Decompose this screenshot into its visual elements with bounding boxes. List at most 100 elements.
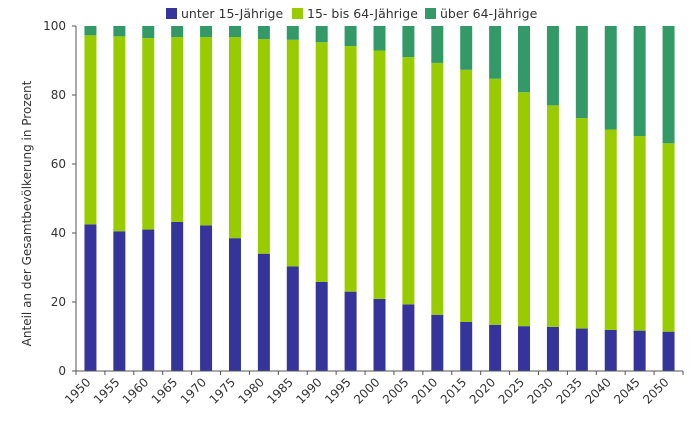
bar-segment-2040-series-3 (604, 26, 617, 130)
bar-segment-1960-series-2 (142, 38, 155, 230)
bar-segment-2035-series-3 (575, 26, 588, 119)
x-tick-label-2025: 2025 (496, 375, 527, 406)
bar-segment-2050-series-3 (662, 26, 675, 144)
bar-segment-1990-series-1 (315, 281, 328, 371)
bar-segment-2005-series-3 (402, 26, 415, 58)
x-tick-label-2035: 2035 (553, 375, 584, 406)
bar-segment-2040-series-1 (604, 329, 617, 371)
bar-segment-1975-series-1 (228, 238, 241, 371)
bar-segment-1965-series-1 (171, 221, 184, 371)
legend-label-1: unter 15-Jährige (181, 6, 283, 21)
bars (84, 26, 675, 372)
bar-segment-1955-series-3 (113, 26, 126, 37)
bar-segment-2015-series-2 (460, 69, 473, 322)
bar-segment-2015-series-1 (460, 322, 473, 371)
bar-segment-1955-series-1 (113, 231, 126, 371)
bar-segment-1955-series-2 (113, 36, 126, 232)
bar-segment-2005-series-2 (402, 57, 415, 305)
bar-segment-2010-series-3 (431, 26, 444, 63)
bar-segment-2025-series-2 (518, 92, 531, 327)
bar-segment-1990-series-2 (315, 42, 328, 282)
bar-segment-2010-series-2 (431, 62, 444, 315)
bar-segment-1975-series-2 (228, 37, 241, 239)
bar-segment-1960-series-3 (142, 26, 155, 39)
x-tick-label-1990: 1990 (293, 375, 324, 406)
bar-segment-1970-series-2 (200, 37, 213, 226)
bar-segment-2045-series-2 (633, 136, 646, 331)
bar-segment-1950-series-3 (84, 26, 97, 36)
bar-segment-2025-series-3 (518, 26, 531, 93)
bar-segment-1975-series-3 (228, 26, 241, 38)
x-tick-label-2045: 2045 (611, 375, 642, 406)
x-tick-label-1980: 1980 (236, 375, 267, 406)
bar-segment-1950-series-2 (84, 35, 97, 225)
y-tick-label: 0 (58, 364, 66, 378)
bar-segment-1995-series-3 (344, 26, 357, 47)
x-ticks: 1950195519601965197019751980198519901995… (62, 371, 684, 407)
x-tick-label-2005: 2005 (380, 375, 411, 406)
x-tick-label-2030: 2030 (525, 375, 556, 406)
x-tick-label-1955: 1955 (91, 375, 122, 406)
bar-segment-2025-series-1 (518, 326, 531, 371)
bar-segment-2050-series-1 (662, 331, 675, 371)
x-tick-label-1950: 1950 (62, 375, 93, 406)
bar-segment-1970-series-1 (200, 225, 213, 371)
x-tick-label-2020: 2020 (467, 375, 498, 406)
x-tick-label-2040: 2040 (582, 375, 613, 406)
bar-segment-1995-series-2 (344, 46, 357, 292)
y-axis-title-group: Anteil an der Gesamtbevölkerung in Proze… (20, 80, 34, 346)
y-ticks: 0 20 40 60 80 100 (43, 19, 76, 378)
x-tick-label-1970: 1970 (178, 375, 209, 406)
bar-segment-2000-series-2 (373, 50, 386, 299)
y-tick-label: 60 (51, 157, 66, 171)
bar-segment-2020-series-3 (489, 26, 502, 79)
x-tick-label-1985: 1985 (264, 375, 295, 406)
legend: unter 15-Jährige 15- bis 64-Jährige über 6… (166, 6, 538, 21)
bar-segment-2045-series-1 (633, 330, 646, 371)
bar-segment-1980-series-3 (257, 26, 270, 40)
y-tick-label: 40 (51, 226, 66, 240)
bar-segment-1985-series-1 (286, 266, 299, 371)
bar-segment-1985-series-2 (286, 39, 299, 267)
x-tick-label-2015: 2015 (438, 375, 469, 406)
bar-segment-2045-series-3 (633, 26, 646, 137)
bar-segment-2020-series-2 (489, 78, 502, 325)
bar-segment-2005-series-1 (402, 304, 415, 371)
y-tick-label: 20 (51, 295, 66, 309)
x-tick-label-1975: 1975 (207, 375, 238, 406)
bar-segment-1970-series-3 (200, 26, 213, 38)
legend-label-3: über 64-Jährige (440, 6, 538, 21)
y-axis-title: Anteil an der Gesamtbevölkerung in Proze… (20, 80, 34, 346)
x-tick-label-1965: 1965 (149, 375, 180, 406)
bar-segment-1980-series-1 (257, 253, 270, 371)
x-tick-label-1995: 1995 (322, 375, 353, 406)
x-tick-label-2050: 2050 (640, 375, 671, 406)
legend-label-2: 15- bis 64-Jährige (307, 6, 418, 21)
axes (75, 26, 683, 372)
bar-segment-1965-series-2 (171, 37, 184, 222)
bar-segment-2040-series-2 (604, 129, 617, 330)
legend-swatch-3 (425, 8, 436, 19)
bar-segment-1990-series-3 (315, 26, 328, 43)
legend-swatch-1 (166, 8, 177, 19)
bar-segment-2000-series-1 (373, 298, 386, 371)
x-tick-label-2010: 2010 (409, 375, 440, 406)
legend-swatch-2 (292, 8, 303, 19)
bar-segment-2050-series-2 (662, 143, 675, 332)
bar-segment-2015-series-3 (460, 26, 473, 70)
x-tick-label-2000: 2000 (351, 375, 382, 406)
bar-segment-1965-series-3 (171, 26, 184, 38)
bar-segment-2020-series-1 (489, 324, 502, 371)
y-tick-label: 100 (43, 19, 66, 33)
bar-segment-2030-series-1 (546, 326, 559, 371)
bar-segment-2035-series-1 (575, 328, 588, 371)
bar-segment-1980-series-2 (257, 39, 270, 254)
bar-segment-1985-series-3 (286, 26, 299, 40)
bar-segment-2000-series-3 (373, 26, 386, 51)
bar-segment-2030-series-3 (546, 26, 559, 106)
x-tick-label-1960: 1960 (120, 375, 151, 406)
y-tick-label: 80 (51, 88, 66, 102)
bar-segment-2010-series-1 (431, 314, 444, 371)
bar-segment-2030-series-2 (546, 105, 559, 327)
bar-segment-1995-series-1 (344, 291, 357, 371)
